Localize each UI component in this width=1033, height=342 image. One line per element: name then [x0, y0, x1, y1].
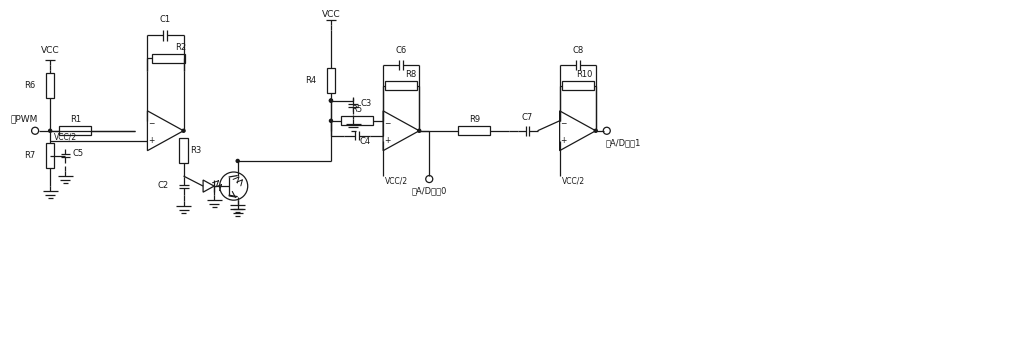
Bar	[153, 54, 185, 63]
Bar	[45, 143, 55, 169]
Text: VCC/2: VCC/2	[54, 133, 77, 142]
Circle shape	[594, 129, 597, 132]
Text: VCC/2: VCC/2	[562, 177, 585, 186]
Text: $+$: $+$	[384, 135, 392, 145]
Text: C5: C5	[72, 149, 84, 158]
Text: R7: R7	[24, 152, 35, 160]
Text: C4: C4	[359, 137, 371, 146]
Circle shape	[330, 99, 333, 102]
Circle shape	[182, 129, 185, 132]
Text: C6: C6	[396, 46, 407, 55]
Text: VCC/2: VCC/2	[385, 177, 408, 186]
Text: C1: C1	[160, 15, 171, 24]
Text: R3: R3	[190, 146, 201, 155]
Circle shape	[330, 119, 333, 122]
Text: R9: R9	[469, 115, 480, 124]
Text: R1: R1	[69, 115, 81, 124]
Text: VCC: VCC	[321, 10, 340, 19]
Text: $-$: $-$	[384, 117, 392, 126]
Text: R4: R4	[305, 76, 316, 85]
Text: C7: C7	[522, 113, 533, 122]
Text: $+$: $+$	[560, 135, 568, 145]
Circle shape	[417, 129, 420, 132]
Bar	[180, 138, 188, 163]
Bar	[459, 126, 491, 135]
Text: C2: C2	[157, 181, 168, 189]
Text: $-$: $-$	[148, 117, 156, 126]
Text: C8: C8	[572, 46, 584, 55]
Text: 接A/D通道0: 接A/D通道0	[411, 186, 447, 195]
Bar	[562, 81, 594, 90]
Text: R6: R6	[24, 81, 35, 90]
Text: R10: R10	[576, 70, 593, 79]
Text: R5: R5	[351, 105, 363, 114]
Text: $+$: $+$	[148, 135, 156, 145]
Bar	[326, 68, 336, 93]
Text: R8: R8	[406, 70, 417, 79]
Text: R2: R2	[175, 43, 186, 52]
Text: 接PWM: 接PWM	[10, 115, 37, 124]
Bar	[385, 81, 417, 90]
Bar	[341, 116, 373, 125]
Circle shape	[49, 129, 52, 132]
Text: $-$: $-$	[560, 117, 568, 126]
Text: C3: C3	[361, 99, 371, 108]
Circle shape	[237, 159, 240, 162]
Text: 接A/D通道1: 接A/D通道1	[605, 139, 641, 148]
Circle shape	[330, 99, 333, 102]
Bar	[45, 73, 55, 98]
Text: VCC: VCC	[41, 46, 60, 55]
Bar	[59, 126, 91, 135]
